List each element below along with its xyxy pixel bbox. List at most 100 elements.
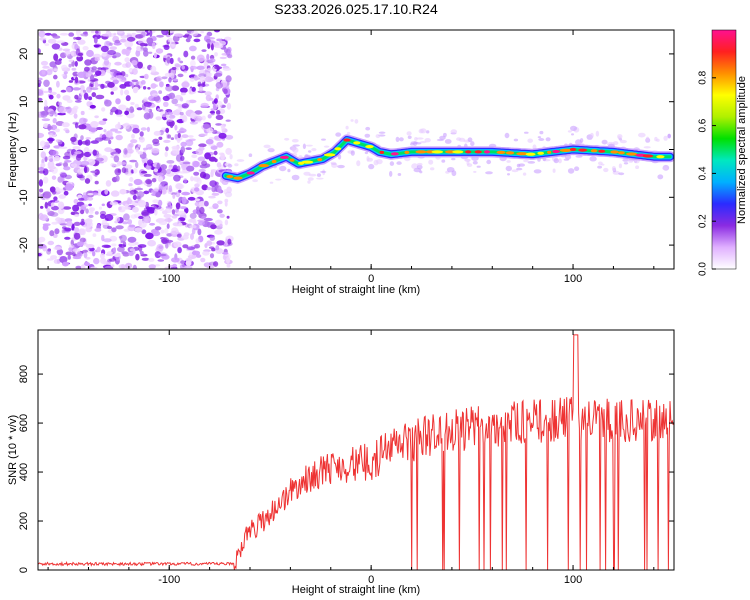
noise-speckle — [89, 104, 96, 109]
noise-speckle — [131, 60, 138, 66]
ridge-halo-speckle — [307, 180, 311, 184]
colorbar-tick-label: 0.0 — [698, 262, 709, 276]
noise-speckle — [89, 266, 98, 269]
ridge-halo-speckle — [269, 181, 274, 184]
noise-speckle — [95, 157, 104, 162]
ridge-halo-speckle — [603, 167, 609, 173]
noise-speckle — [109, 69, 118, 73]
noise-speckle — [158, 176, 164, 182]
ridge-halo-speckle — [533, 169, 542, 174]
noise-speckle — [141, 210, 150, 217]
ridge-hotspot — [404, 150, 410, 154]
ridge-hotspot — [642, 154, 654, 158]
ridge-halo-speckle — [571, 133, 574, 136]
noise-speckle — [102, 118, 108, 122]
noise-speckle — [107, 50, 116, 55]
ridge-halo-speckle — [450, 129, 458, 135]
ridge-halo-speckle — [316, 177, 324, 180]
ridge-halo-speckle — [595, 130, 600, 137]
ridge-hotspot — [379, 150, 385, 154]
noise-speckle — [59, 172, 68, 178]
noise-speckle — [181, 81, 190, 88]
ridge-halo-speckle — [466, 160, 470, 166]
noise-speckle — [129, 159, 138, 163]
noise-speckle — [164, 228, 169, 235]
ridge-halo-speckle — [485, 171, 493, 175]
noise-speckle — [115, 225, 124, 230]
noise-speckle — [92, 250, 96, 257]
noise-speckle — [41, 118, 51, 122]
noise-speckle — [166, 111, 173, 116]
noise-speckle — [185, 38, 191, 43]
noise-speckle — [135, 161, 139, 169]
noise-speckle — [123, 148, 128, 155]
noise-speckle — [207, 42, 211, 49]
noise-speckle — [38, 241, 42, 245]
noise-speckle — [54, 228, 60, 235]
noise-speckle — [51, 175, 57, 180]
ridge-halo-speckle — [321, 138, 326, 141]
noise-speckle — [203, 58, 208, 61]
noise-speckle — [86, 86, 92, 93]
frequency-ridge — [220, 119, 674, 198]
ridge-halo-speckle — [395, 136, 400, 142]
noise-speckle — [199, 133, 208, 137]
ridge-hotspot — [343, 138, 351, 142]
noise-speckle — [142, 86, 147, 90]
noise-speckle — [192, 160, 200, 168]
noise-speckle — [58, 58, 63, 61]
noise-speckle — [85, 137, 91, 140]
noise-speckle — [132, 194, 137, 201]
noise-speckle — [128, 251, 134, 257]
noise-speckle — [141, 257, 150, 261]
noise-speckle — [40, 60, 49, 66]
noise-speckle — [49, 186, 56, 193]
noise-speckle — [46, 249, 51, 255]
ridge-halo-speckle — [426, 130, 430, 134]
noise-speckle — [94, 81, 99, 89]
noise-speckle — [159, 81, 164, 88]
ridge-hotspot — [516, 152, 528, 156]
noise-speckle — [172, 35, 180, 42]
noise-speckle — [104, 147, 113, 153]
noise-speckle — [42, 224, 49, 231]
noise-speckle — [49, 212, 59, 217]
noise-speckle — [174, 134, 178, 140]
spectrogram-x-ticks: -100 0 100 — [47, 30, 655, 285]
noise-speckle — [118, 104, 127, 111]
noise-speckle — [161, 238, 168, 244]
noise-speckle — [173, 174, 181, 182]
noise-speckle — [89, 207, 95, 212]
noise-speckle — [136, 107, 143, 111]
ridge-hotspot — [365, 145, 374, 149]
noise-speckle — [90, 30, 95, 34]
noise-speckle — [125, 262, 133, 269]
noise-speckle — [110, 190, 120, 197]
noise-speckle — [41, 146, 48, 150]
noise-speckle — [125, 95, 131, 102]
ridge-halo-speckle — [291, 138, 299, 143]
ridge-halo-speckle — [456, 137, 462, 141]
noise-speckle — [103, 260, 107, 265]
snr-y-tick-label: 600 — [18, 414, 30, 432]
ridge-hotspot — [484, 150, 490, 154]
noise-speckle — [191, 154, 198, 159]
noise-speckle — [101, 52, 107, 57]
noise-speckle — [41, 69, 46, 75]
noise-speckle — [156, 162, 160, 170]
noise-speckle — [90, 69, 97, 73]
noise-speckle — [84, 178, 91, 184]
ridge-halo-speckle — [545, 137, 551, 142]
noise-speckle — [124, 40, 134, 48]
noise-speckle — [163, 101, 169, 108]
noise-speckle — [71, 67, 77, 71]
noise-speckle — [162, 95, 170, 101]
ridge-halo-speckle — [397, 173, 402, 176]
noise-speckle — [119, 84, 127, 89]
noise-speckle — [89, 79, 96, 83]
noise-speckle — [106, 225, 113, 230]
ridge-halo-speckle — [389, 161, 395, 166]
noise-speckle — [182, 35, 189, 38]
ridge-halo-speckle — [441, 159, 446, 163]
noise-speckle — [84, 59, 92, 66]
